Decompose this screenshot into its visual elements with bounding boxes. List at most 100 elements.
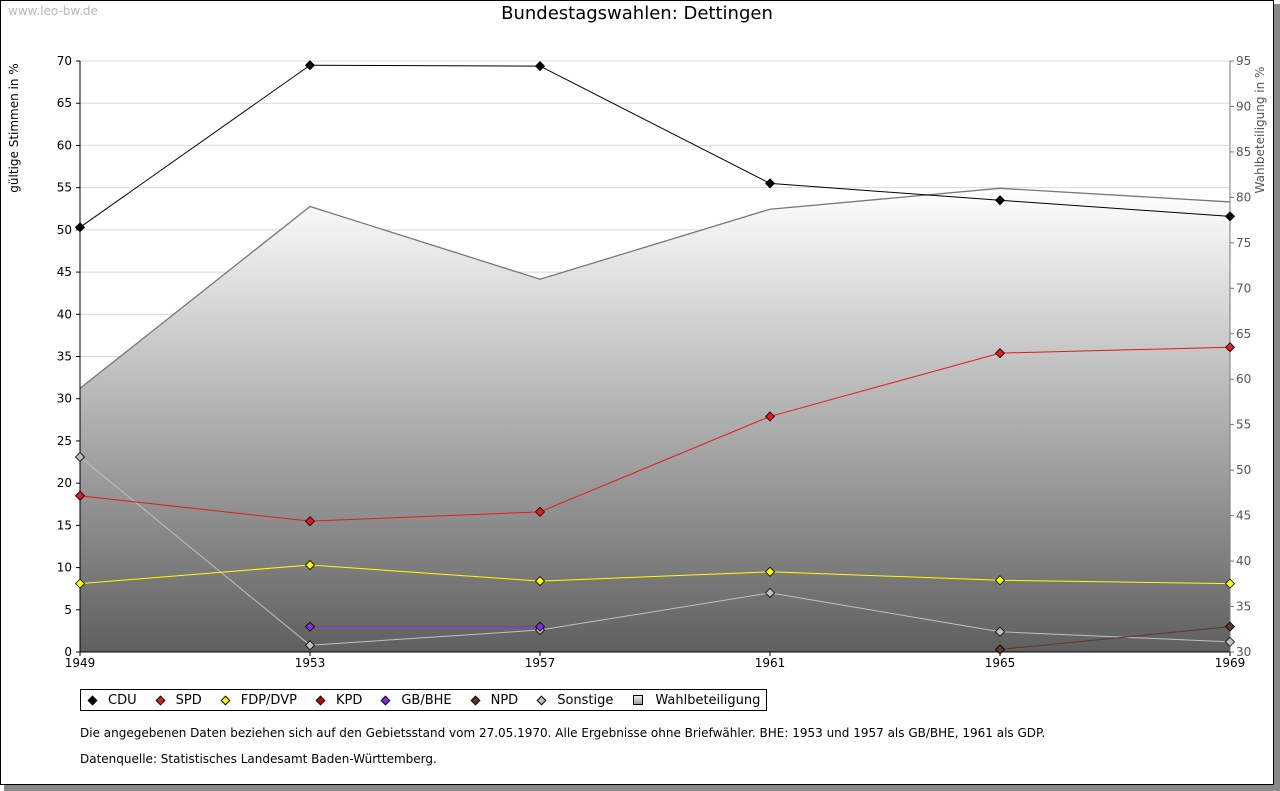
tick-label-y2-50: 50 [1236, 463, 1251, 477]
point-cdu-1961 [764, 178, 776, 189]
legend-marker-wahlbeteiligung [633, 695, 644, 705]
legend-item-spd: SPD [155, 693, 202, 708]
point-gb-bhe-1957 [534, 621, 546, 632]
tick-label-x-1965: 1965 [985, 656, 1016, 670]
line-segment-cdu [309, 64, 541, 67]
tick-label-y2-95: 95 [1236, 54, 1251, 68]
tick-label-y-15: 15 [57, 518, 72, 532]
point-fdp-dvp-1969 [1224, 578, 1236, 589]
line-segment-cdu [999, 199, 1231, 217]
series-lines [74, 60, 1236, 655]
footnote: Die angegebenen Daten beziehen sich auf … [80, 726, 1046, 740]
legend-marker-spd [155, 695, 166, 705]
legend-item-wahlbeteiligung: Wahlbeteiligung [633, 693, 760, 708]
line-segment-sonstige [769, 592, 1001, 633]
series-sonstige [74, 451, 1236, 651]
legend-label-sonstige: Sonstige [557, 692, 614, 708]
tick-label-y-5: 5 [64, 603, 72, 617]
tick-label-y-40: 40 [57, 307, 72, 321]
tick-label-y2-45: 45 [1236, 509, 1251, 523]
line-segment-spd [769, 352, 1001, 417]
line-segment-fdp-dvp [79, 564, 311, 585]
chart-title: Bundestagswahlen: Dettingen [501, 3, 773, 24]
point-fdp-dvp-1965 [994, 575, 1006, 586]
tick-label-y2-55: 55 [1236, 418, 1251, 432]
legend-label-kpd: KPD [335, 692, 363, 708]
tick-label-y2-85: 85 [1236, 145, 1251, 159]
point-fdp-dvp-1961 [764, 566, 776, 577]
point-fdp-dvp-1949 [74, 578, 86, 589]
point-spd-1969 [1224, 342, 1236, 353]
legend-marker-fdp-dvp [220, 695, 231, 705]
point-cdu-1957 [534, 61, 546, 72]
legend-label-gb-bhe: GB/BHE [401, 692, 452, 708]
legend-item-sonstige: Sonstige [536, 692, 614, 708]
line-segment-spd [79, 495, 311, 522]
legend-item-cdu: CDU [87, 692, 137, 708]
tick-label-y-50: 50 [57, 223, 72, 237]
tick-label-y-30: 30 [57, 392, 72, 406]
frame-shadow-right [1274, 4, 1280, 791]
tick-label-y-70: 70 [57, 54, 72, 68]
point-sonstige-1953 [304, 640, 316, 651]
series-cdu [74, 60, 1236, 233]
line-segment-fdp-dvp [539, 571, 771, 582]
legend-marker-kpd [315, 695, 326, 705]
tick-label-x-1969: 1969 [1215, 656, 1246, 670]
turnout-line [79, 187, 1231, 389]
point-cdu-1953 [304, 60, 316, 71]
legend-label-cdu: CDU [108, 692, 137, 708]
line-segment-spd [309, 511, 541, 522]
point-sonstige-1965 [994, 626, 1006, 637]
point-npd-1965 [994, 644, 1006, 655]
line-segment-fdp-dvp [309, 564, 541, 582]
tick-label-y2-80: 80 [1236, 190, 1251, 204]
line-segment-cdu [79, 64, 311, 228]
legend-marker-npd [470, 695, 481, 705]
line-segment-fdp-dvp [999, 579, 1231, 585]
turnout-area-fill [80, 188, 1230, 653]
point-fdp-dvp-1953 [304, 559, 316, 571]
point-sonstige-1969 [1224, 636, 1236, 647]
point-sonstige-1961 [764, 587, 776, 598]
tick-label-y2-35: 35 [1236, 600, 1251, 614]
watermark-link[interactable]: www.leo-bw.de [8, 4, 98, 18]
chart-plot: 0 5 10 15 20 25 30 35 40 45 50 55 60 65 70 30 35 40 45 50 55… [57, 54, 1252, 670]
tick-label-x-1961: 1961 [755, 656, 786, 670]
frame-shadow-bottom [4, 785, 1280, 791]
legend-item-kpd: KPD [315, 692, 363, 708]
legend-marker-gb-bhe [380, 695, 391, 705]
point-cdu-1969 [1224, 211, 1236, 222]
legend-label-wahlbeteiligung: Wahlbeteiligung [655, 692, 761, 708]
line-segment-npd [999, 626, 1231, 650]
line-segment-spd [539, 415, 771, 513]
legend-item-fdp-dvp: FDP/DVP [220, 692, 297, 708]
point-cdu-1949 [74, 222, 86, 233]
legend-label-npd: NPD [490, 692, 519, 708]
series-spd [74, 342, 1236, 527]
tick-label-y2-65: 65 [1236, 327, 1251, 341]
line-segment-sonstige [539, 592, 771, 631]
line-segment-sonstige [309, 629, 541, 646]
line-segment-fdp-dvp [769, 571, 1001, 581]
legend: CDU SPD FDP/DVP KPD GB/BHE NPD Sonstige Wahlbet… [80, 689, 768, 711]
line-segment-spd [999, 346, 1231, 354]
legend-label-fdp-dvp: FDP/DVP [240, 692, 297, 708]
tick-label-y2-90: 90 [1236, 99, 1251, 113]
tick-label-y-35: 35 [57, 350, 72, 364]
tick-label-x-1949: 1949 [65, 656, 96, 670]
data-source: Datenquelle: Statistisches Landesamt Bad… [80, 752, 437, 766]
legend-item-gb-bhe: GB/BHE [380, 692, 452, 708]
line-segment-sonstige [999, 631, 1231, 643]
tick-label-x-1953: 1953 [295, 656, 326, 670]
point-fdp-dvp-1957 [534, 576, 546, 587]
tick-label-y-60: 60 [57, 138, 72, 152]
tick-label-y2-75: 75 [1236, 236, 1251, 250]
line-segment-sonstige [79, 456, 311, 646]
point-npd-1969 [1224, 621, 1236, 632]
tick-label-y2-60: 60 [1236, 372, 1251, 386]
point-cdu-1965 [994, 195, 1006, 206]
tick-label-x-1957: 1957 [525, 656, 556, 670]
tick-labels: 0 5 10 15 20 25 30 35 40 45 50 55 60 65 70 30 35 40 45 50 55… [57, 54, 1252, 670]
tick-label-y-65: 65 [57, 96, 72, 110]
